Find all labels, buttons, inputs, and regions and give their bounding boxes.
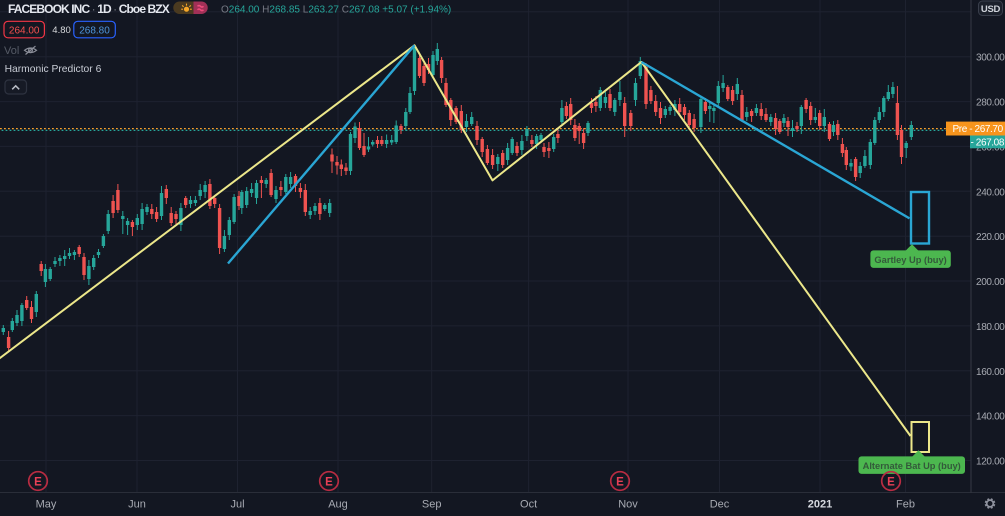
svg-text:E: E — [325, 476, 333, 488]
svg-text:E: E — [887, 476, 895, 488]
svg-text:E: E — [34, 476, 42, 488]
svg-text:O264.00 H268.85 L263.27 C267.0: O264.00 H268.85 L263.27 C267.08 +5.07 (+… — [221, 5, 451, 16]
svg-text:2021: 2021 — [808, 499, 832, 511]
svg-text:Pre - 267.70: Pre - 267.70 — [953, 124, 1004, 135]
svg-text:- 267.08: - 267.08 — [971, 138, 1005, 149]
svg-text:Aug: Aug — [328, 499, 348, 511]
svg-text:264.00: 264.00 — [9, 26, 40, 37]
svg-text:4.80: 4.80 — [52, 25, 71, 36]
svg-text:E: E — [616, 476, 624, 488]
svg-text:USD: USD — [981, 4, 1001, 15]
svg-text:Nov: Nov — [618, 499, 638, 511]
svg-text:180.00: 180.00 — [976, 322, 1005, 333]
svg-text:Alternate Bat Up (buy): Alternate Bat Up (buy) — [863, 461, 961, 471]
svg-text:Feb: Feb — [896, 499, 915, 511]
svg-text:Gartley Up (buy): Gartley Up (buy) — [874, 255, 946, 265]
svg-text:Sep: Sep — [422, 499, 442, 511]
svg-text:300.00: 300.00 — [976, 53, 1005, 64]
svg-text:May: May — [36, 499, 57, 511]
svg-text:Jul: Jul — [230, 499, 244, 511]
svg-text:220.00: 220.00 — [976, 232, 1005, 243]
svg-text:Vol: Vol — [4, 45, 19, 57]
svg-text:Jun: Jun — [128, 499, 146, 511]
svg-text:268.80: 268.80 — [79, 26, 110, 37]
svg-text:280.00: 280.00 — [976, 98, 1005, 109]
svg-text:FACEBOOK INC · 1D · Cboe BZX: FACEBOOK INC · 1D · Cboe BZX — [8, 2, 170, 16]
svg-text:Oct: Oct — [520, 499, 537, 511]
svg-text:140.00: 140.00 — [976, 412, 1005, 423]
svg-text:160.00: 160.00 — [976, 367, 1005, 378]
svg-text:Dec: Dec — [710, 499, 730, 511]
svg-text:200.00: 200.00 — [976, 277, 1005, 288]
svg-text:120.00: 120.00 — [976, 457, 1005, 468]
svg-text:Harmonic Predictor 6: Harmonic Predictor 6 — [5, 64, 102, 75]
svg-text:240.00: 240.00 — [976, 187, 1005, 198]
